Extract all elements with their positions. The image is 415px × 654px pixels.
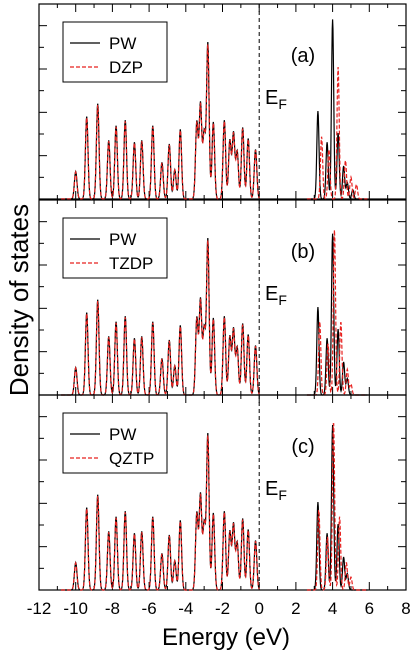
x-tick-label: 6: [365, 599, 374, 618]
series-pw-conduction: [306, 19, 368, 200]
fermi-level-label-subscript: F: [278, 96, 287, 112]
fermi-level-label-main: E: [265, 478, 278, 500]
panel-label: (c): [291, 436, 314, 458]
legend-box: [62, 412, 168, 474]
legend: PW TZDP: [62, 217, 168, 279]
legend: PW QZTP: [62, 412, 168, 474]
fermi-level-label: EF: [265, 87, 287, 112]
legend-label-basis: QZTP: [109, 449, 154, 468]
series-basis-conduction: [306, 66, 368, 200]
x-axis-label: Energy (eV): [162, 624, 290, 651]
legend-label-basis: DZP: [109, 58, 143, 77]
x-tick-label: -10: [63, 599, 88, 618]
fermi-level-label-subscript: F: [278, 292, 287, 308]
x-tick-label: -12: [27, 599, 52, 618]
x-tick-label: 0: [254, 599, 263, 618]
fermi-level-label: EF: [265, 283, 287, 308]
legend-box: [62, 217, 168, 279]
x-tick-label: -8: [105, 599, 120, 618]
legend-label-pw: PW: [109, 230, 136, 249]
x-tick-label: 8: [401, 599, 410, 618]
y-axis-label: Density of states: [4, 204, 34, 396]
x-tick-label: 2: [291, 599, 300, 618]
x-tick-label: -2: [215, 599, 230, 618]
x-tick-label: -4: [178, 599, 193, 618]
x-tick-label: 4: [328, 599, 337, 618]
series-basis-valence: [61, 240, 260, 396]
series-basis-valence: [61, 435, 260, 591]
x-tick-label: -6: [142, 599, 157, 618]
fermi-level-label-main: E: [265, 283, 278, 305]
legend: PW DZP: [62, 21, 168, 83]
fermi-level-label: EF: [265, 478, 287, 503]
legend-box: [62, 21, 168, 83]
series-pw-conduction: [306, 425, 368, 591]
legend-label-pw: PW: [109, 425, 136, 444]
series-basis-conduction: [306, 423, 368, 591]
fermi-level-label-main: E: [265, 87, 278, 109]
panel-label: (b): [291, 241, 315, 263]
legend-label-basis: TZDP: [109, 254, 153, 273]
x-tick-labels: -12 -10 -8 -6 -4 -2 0 2 4 6 8: [27, 599, 411, 618]
series-basis-valence: [61, 44, 260, 200]
panel-label: (a): [291, 45, 315, 67]
fermi-level-label-subscript: F: [278, 487, 287, 503]
legend-label-pw: PW: [109, 34, 136, 53]
